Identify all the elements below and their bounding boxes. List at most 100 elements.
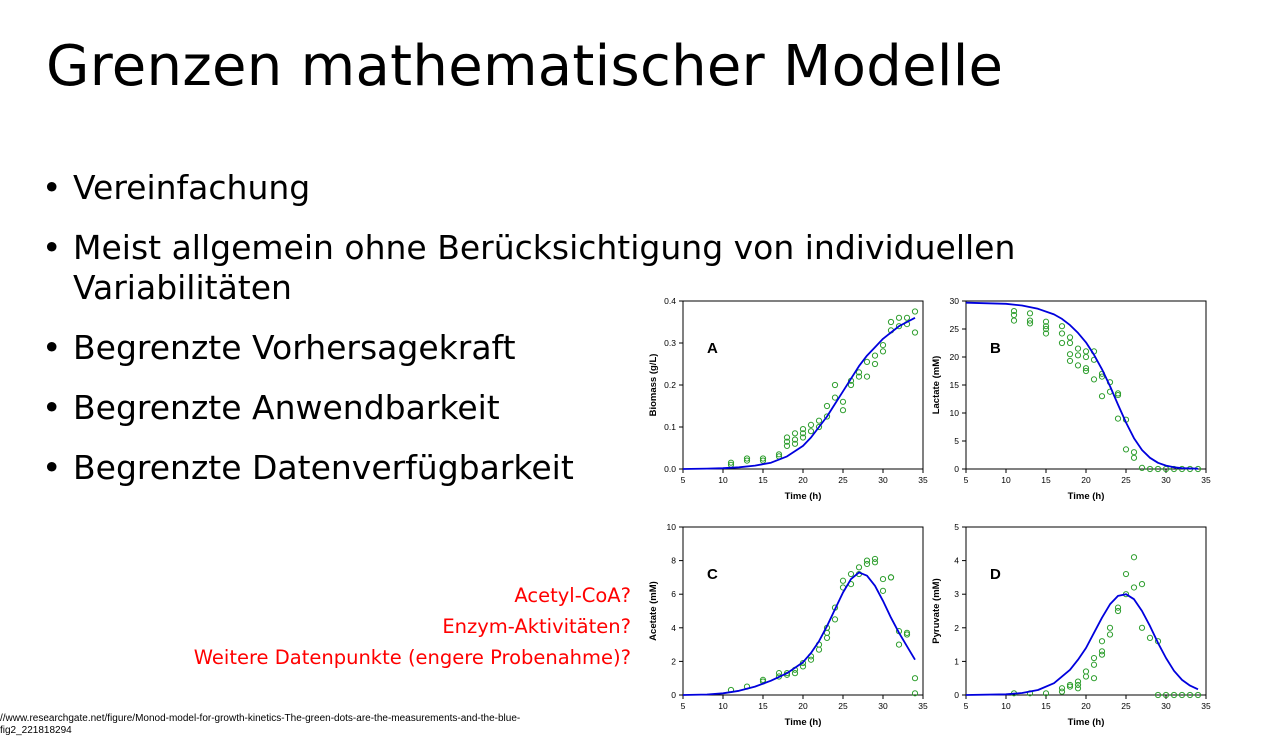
y-axis-label: Biomass (g/L) bbox=[648, 354, 659, 417]
x-axis-label: Time (h) bbox=[785, 717, 822, 728]
x-axis-label: Time (h) bbox=[1068, 491, 1105, 502]
measurement-point bbox=[871, 555, 879, 563]
x-tick-label: 15 bbox=[1041, 475, 1051, 485]
measurement-point bbox=[1122, 570, 1130, 578]
open-questions: Acetyl-CoA? Enzym-Aktivitäten? Weitere D… bbox=[194, 580, 631, 673]
source-url-line: //www.researchgate.net/figure/Monod-mode… bbox=[0, 713, 521, 724]
measurement-point bbox=[1114, 391, 1122, 399]
y-tick-label: 5 bbox=[954, 522, 959, 532]
measurement-point bbox=[1082, 353, 1090, 361]
x-tick-label: 5 bbox=[964, 701, 969, 711]
x-tick-label: 30 bbox=[878, 701, 888, 711]
measurement-point bbox=[879, 342, 887, 349]
measurement-point bbox=[815, 646, 823, 653]
x-tick-label: 15 bbox=[758, 475, 768, 485]
measurement-point bbox=[1082, 348, 1090, 355]
x-tick-label: 35 bbox=[918, 701, 928, 711]
measurement-point bbox=[911, 329, 919, 336]
measurement-point bbox=[847, 570, 855, 578]
measurement-point bbox=[847, 381, 855, 389]
measurement-point bbox=[831, 381, 839, 389]
measurement-point bbox=[839, 577, 847, 584]
y-tick-label: 5 bbox=[954, 436, 959, 446]
x-tick-label: 5 bbox=[964, 475, 969, 485]
measurement-point bbox=[1130, 449, 1138, 456]
measurement-point bbox=[839, 407, 847, 414]
y-tick-label: 0 bbox=[954, 690, 959, 700]
measurement-point bbox=[1186, 691, 1194, 699]
measurement-point bbox=[823, 402, 831, 410]
measurement-point bbox=[871, 352, 879, 359]
measurement-point bbox=[895, 323, 903, 330]
x-tick-label: 30 bbox=[1161, 701, 1171, 711]
measurement-point bbox=[1074, 352, 1082, 359]
measurement-point bbox=[895, 641, 903, 648]
measurement-point bbox=[1042, 325, 1050, 333]
x-tick-label: 25 bbox=[838, 475, 848, 485]
x-tick-label: 20 bbox=[1081, 475, 1091, 485]
measurement-point bbox=[1138, 464, 1146, 471]
bullet-text: Vereinfachung bbox=[73, 168, 311, 207]
bullet-item: Meist allgemein ohne Berücksichtigung vo… bbox=[42, 228, 1015, 308]
bullet-list: Vereinfachung Meist allgemein ohne Berüc… bbox=[42, 168, 1015, 488]
measurement-point bbox=[1058, 688, 1066, 695]
measurement-point bbox=[911, 308, 919, 315]
question-enzyme-activities: Enzym-Aktivitäten? bbox=[442, 615, 631, 638]
measurement-point bbox=[1170, 691, 1178, 699]
y-tick-label: 0.1 bbox=[664, 422, 676, 432]
measurement-point bbox=[823, 634, 831, 641]
measurement-point bbox=[783, 434, 791, 441]
measurement-point bbox=[815, 423, 823, 431]
measurement-point bbox=[855, 369, 863, 376]
measurement-point bbox=[887, 318, 895, 326]
bullet-item: Begrenzte Vorhersagekraft bbox=[42, 328, 1015, 368]
x-tick-label: 5 bbox=[681, 475, 686, 485]
measurement-point bbox=[1058, 323, 1066, 330]
x-tick-label: 20 bbox=[798, 475, 808, 485]
plot-frame bbox=[965, 300, 1207, 470]
plot-frame bbox=[965, 526, 1207, 696]
panel-label: B bbox=[990, 340, 1001, 357]
measurement-point bbox=[1090, 654, 1098, 662]
measurement-point bbox=[1074, 681, 1082, 689]
measurement-point bbox=[1122, 446, 1130, 453]
measurement-point bbox=[799, 430, 807, 437]
measurement-point bbox=[839, 398, 847, 405]
y-tick-label: 0.2 bbox=[664, 380, 676, 390]
measurement-point bbox=[911, 690, 919, 697]
x-axis-label: Time (h) bbox=[1068, 717, 1105, 728]
measurement-point bbox=[895, 314, 903, 321]
measurement-point bbox=[1066, 351, 1074, 358]
x-tick-label: 25 bbox=[1121, 475, 1131, 485]
y-tick-label: 2 bbox=[954, 623, 959, 633]
measurement-point bbox=[1066, 334, 1074, 341]
model-curve bbox=[965, 301, 1199, 470]
measurement-point bbox=[799, 663, 807, 670]
measurement-point bbox=[1114, 607, 1122, 615]
x-tick-label: 25 bbox=[1121, 701, 1131, 711]
bullet-text-continuation: Variabilitäten bbox=[73, 268, 292, 307]
measurement-point bbox=[1010, 311, 1018, 319]
bullet-text: Begrenzte Anwendbarkeit bbox=[73, 388, 500, 427]
measurement-point bbox=[863, 373, 871, 380]
measurement-point bbox=[1154, 465, 1162, 473]
bullet-text: Meist allgemein ohne Berücksichtigung vo… bbox=[73, 228, 1016, 267]
measurement-point bbox=[1114, 415, 1122, 422]
x-tick-label: 10 bbox=[718, 475, 728, 485]
measurement-point bbox=[1074, 685, 1082, 692]
measurement-point bbox=[1178, 691, 1186, 699]
measurement-point bbox=[1130, 454, 1138, 461]
measurement-point bbox=[1010, 317, 1018, 324]
measurement-point bbox=[863, 560, 871, 568]
measurement-point bbox=[775, 670, 783, 677]
measurement-point bbox=[855, 564, 863, 571]
measurement-point bbox=[1090, 661, 1098, 668]
measurement-point bbox=[815, 417, 823, 424]
bullet-text: Begrenzte Vorhersagekraft bbox=[73, 328, 516, 367]
measurement-point bbox=[1082, 367, 1090, 375]
measurement-point bbox=[807, 428, 815, 435]
measurement-point bbox=[783, 438, 791, 445]
y-tick-label: 30 bbox=[950, 296, 960, 306]
